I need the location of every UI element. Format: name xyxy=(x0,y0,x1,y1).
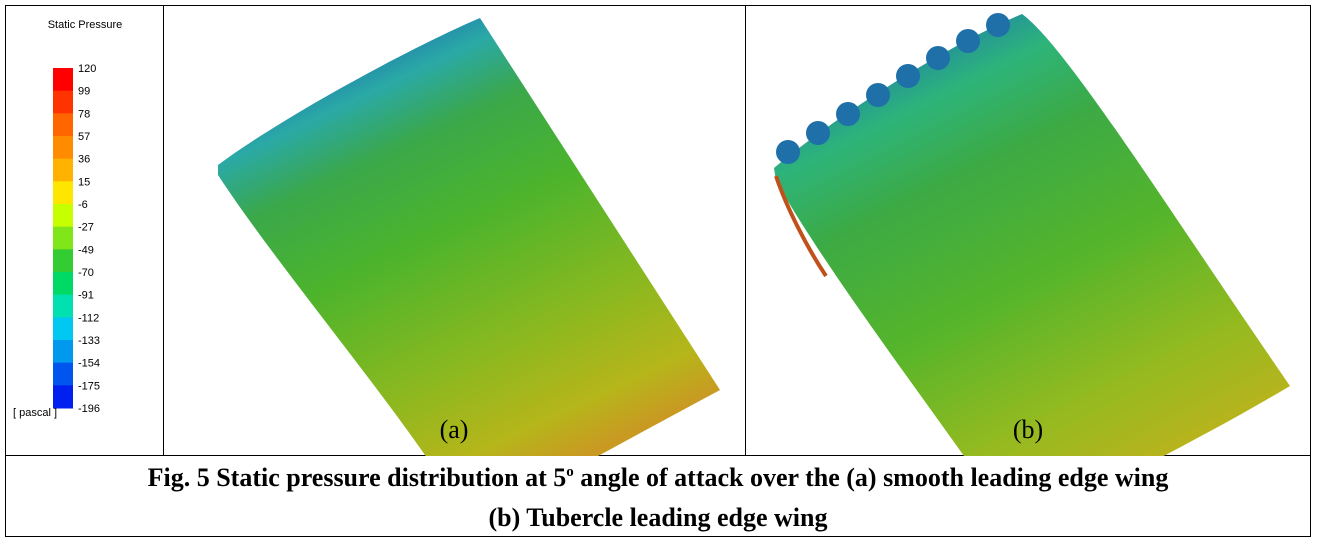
caption-line: Fig. 5 Static pressure distribution at 5… xyxy=(5,458,1311,498)
color-band xyxy=(53,204,73,227)
color-band xyxy=(53,227,73,250)
legend-tick-label: -70 xyxy=(78,267,94,279)
color-band xyxy=(53,91,73,114)
color-band xyxy=(53,385,73,408)
legend-tick-label: 15 xyxy=(78,176,90,188)
caption-text: Fig. 5 Static pressure distribution at 5 xyxy=(148,463,567,492)
color-band xyxy=(53,136,73,159)
color-band xyxy=(53,113,73,136)
legend-unit: [ pascal ] xyxy=(13,407,57,419)
caption-text: angle of attack over the (a) smooth lead… xyxy=(574,463,1169,492)
color-band xyxy=(53,272,73,295)
color-band xyxy=(53,317,73,340)
legend-tick-label: -154 xyxy=(78,358,100,370)
legend-title: Static Pressure xyxy=(48,19,123,31)
smooth-wing-image xyxy=(164,6,744,456)
color-band xyxy=(53,181,73,204)
legend-tick-label: -133 xyxy=(78,335,100,347)
legend-tick-label: -91 xyxy=(78,290,94,302)
legend-tick-label: 57 xyxy=(78,131,90,143)
panel-label: (a) xyxy=(404,415,504,445)
color-band xyxy=(53,159,73,182)
color-bar xyxy=(53,68,73,409)
color-legend: Static Pressure 120 99 78 57 36 15 -6 -27 -49 -70… xyxy=(6,6,164,456)
color-band xyxy=(53,295,73,318)
color-band xyxy=(53,249,73,272)
legend-tick-label: 120 xyxy=(78,63,96,75)
tubercle-wing-image xyxy=(746,6,1312,456)
legend-tick-label: -49 xyxy=(78,244,94,256)
wing-surface xyxy=(774,14,1290,456)
legend-ticks: 120 99 78 57 36 15 -6 -27 -49 -70 -91 -112 -133 -154 -… xyxy=(78,63,100,415)
legend-tick-label: 36 xyxy=(78,154,90,166)
page: Static Pressure 120 99 78 57 36 15 -6 -27 -49 -70… xyxy=(0,0,1317,540)
caption-superscript: o xyxy=(566,464,574,480)
legend-tick-label: -27 xyxy=(78,222,94,234)
legend-tick-label: -6 xyxy=(78,199,88,211)
legend-tick-label: 99 xyxy=(78,86,90,98)
wing-surface xyxy=(218,18,720,456)
legend-tick-label: 78 xyxy=(78,108,90,120)
caption-line: (b) Tubercle leading edge wing xyxy=(5,498,1311,538)
legend-tick-label: -196 xyxy=(78,403,100,415)
color-band xyxy=(53,363,73,386)
color-band xyxy=(53,68,73,91)
legend-tick-label: -112 xyxy=(78,312,99,324)
legend-tick-label: -175 xyxy=(78,380,100,392)
color-band xyxy=(53,340,73,363)
panel-label: (b) xyxy=(978,415,1078,445)
figure-caption: Fig. 5 Static pressure distribution at 5… xyxy=(5,458,1311,538)
